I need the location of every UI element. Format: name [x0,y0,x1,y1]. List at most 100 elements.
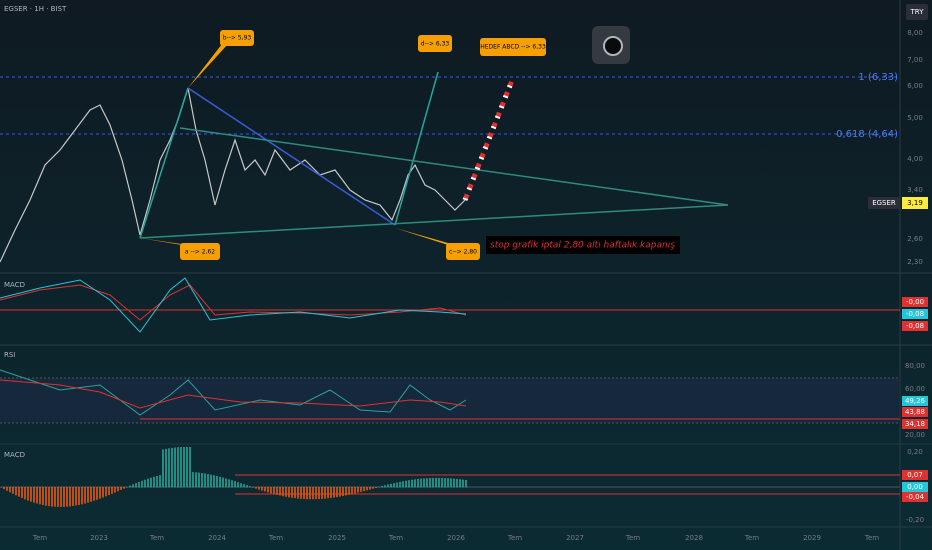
axis-value-box [902,482,928,492]
hist-bar [78,487,80,505]
axis-label: 60,00 [905,385,925,393]
hist-bar [390,483,392,488]
hist-bar [87,487,89,503]
axis-label: 4,00 [907,155,923,163]
hist-bar [342,487,344,497]
hist-bar [444,477,446,488]
hist-bar [441,477,443,488]
hist-bar [309,487,311,500]
hist-bar [411,479,413,488]
hist-bar [36,487,38,504]
hist-bar [396,482,398,488]
last-price-box [902,197,928,209]
stop-note: stop grafik iptal 2,80 altı haftalık kap… [490,241,675,251]
hist-bar [51,487,53,507]
hist-bar [387,484,389,488]
hist-bar [177,447,179,488]
time-label: 2023 [90,534,108,542]
hist-bar [270,487,272,494]
axis-value-box [902,321,928,331]
rsi-band [0,378,900,423]
hist-bar [423,478,425,488]
hist-bar [66,487,68,507]
hist-bar [15,487,17,496]
hist-bar [240,483,242,488]
hist-bar [222,477,224,488]
hist-bar [3,487,5,490]
hist-bar [279,487,281,496]
symbol-box [868,197,900,209]
axis-label: 49,26 [905,397,926,405]
currency-box[interactable] [906,4,928,20]
hist-bar [246,485,248,488]
symbol: EGSER [872,199,896,207]
hist-bar [408,480,410,488]
hist-bar [330,487,332,498]
hist-bar [363,487,365,492]
axis-value-box [902,297,928,307]
axis-value-box [902,407,928,417]
axis-label: 3,40 [907,186,923,194]
hist-bar [192,472,194,488]
hist-bar [300,487,302,499]
time-label: Tem [388,534,403,542]
hist-bar [99,487,101,499]
axis-label: 43,88 [905,408,925,416]
hist-bar [198,472,200,488]
hist-bar [450,478,452,488]
hist-bar [12,487,14,494]
time-label: 2025 [328,534,346,542]
time-label: 2029 [803,534,821,542]
time-label: 2026 [447,534,465,542]
hist-bar [357,487,359,493]
hist-bar [93,487,95,501]
hist-bar [384,485,386,488]
hist-bar [345,487,347,496]
hist-bar [402,481,404,488]
hist-bar [201,472,203,488]
macd-line [0,277,467,333]
macd-signal [0,284,467,321]
axis-label: -0,08 [906,322,924,330]
hist-bar [105,487,107,497]
hist-bar [147,478,149,488]
axis-label: -0,20 [906,516,924,524]
axis-label: 8,00 [907,29,923,37]
hist-bar [168,448,170,488]
hist-bar [312,487,314,500]
time-label: 2027 [566,534,584,542]
hist-bar [285,487,287,497]
axis-value-box [902,470,928,480]
annotation-boxes [140,30,546,260]
hist-bar [447,478,449,488]
hist-bar [324,487,326,499]
axis-label: 34,18 [905,420,925,428]
hist-bar [294,487,296,499]
axis-label: -0,08 [906,310,924,318]
currency[interactable]: TRY [910,8,925,16]
hist-bar [108,487,110,496]
hist-bar [306,487,308,500]
hist-bar [156,475,158,488]
hist-bar [231,480,233,488]
hist-bar [24,487,26,500]
hist-bar [426,478,428,488]
pane-label: RSI [4,351,15,359]
hist-bar [225,478,227,488]
hist-bar [318,487,320,500]
hist-bar [456,478,458,488]
annotation: a --> 2,62 [185,249,215,256]
axis-value-box [902,419,928,429]
hist-bar [180,446,182,488]
hist-bar [210,474,212,488]
hist-bar [132,484,134,488]
hist-bar [195,472,197,488]
hist-bar [282,487,284,497]
hist-bar [204,473,206,488]
axis-label: 20,00 [905,431,925,439]
hist-bar [375,487,377,489]
hist-bar [33,487,35,503]
hist-bar [84,487,86,504]
